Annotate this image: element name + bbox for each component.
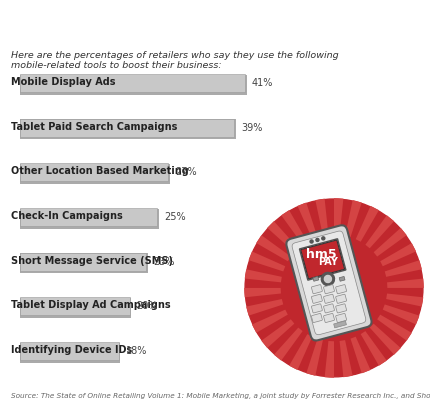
Text: Identifying Device IDs: Identifying Device IDs <box>11 345 132 355</box>
Polygon shape <box>267 221 298 252</box>
Polygon shape <box>261 319 295 348</box>
Circle shape <box>322 237 325 240</box>
Text: 18%: 18% <box>126 346 147 356</box>
FancyBboxPatch shape <box>323 285 335 294</box>
Bar <box>20 119 234 136</box>
Bar <box>20 298 131 318</box>
Polygon shape <box>315 198 329 236</box>
Polygon shape <box>252 310 288 333</box>
Polygon shape <box>325 341 334 378</box>
FancyBboxPatch shape <box>336 285 347 294</box>
Polygon shape <box>246 299 283 316</box>
FancyBboxPatch shape <box>311 294 322 303</box>
Polygon shape <box>374 228 407 257</box>
Bar <box>20 208 157 226</box>
Polygon shape <box>377 314 412 341</box>
FancyBboxPatch shape <box>336 313 347 322</box>
Bar <box>334 321 347 328</box>
Polygon shape <box>370 324 401 355</box>
Polygon shape <box>380 243 416 266</box>
FancyBboxPatch shape <box>311 285 322 294</box>
Polygon shape <box>361 331 387 366</box>
Text: MOBILE TOOLS BOOST BUSINESS: MOBILE TOOLS BOOST BUSINESS <box>11 13 344 31</box>
Text: Check-In Campaigns: Check-In Campaigns <box>11 211 123 221</box>
Polygon shape <box>249 251 285 272</box>
Bar <box>20 119 236 139</box>
Polygon shape <box>256 235 291 261</box>
FancyBboxPatch shape <box>301 240 345 279</box>
Text: Source: The State of Online Retailing Volume 1: Mobile Marketing, a joint study : Source: The State of Online Retailing Vo… <box>11 393 430 399</box>
Text: Tablet Paid Search Campaigns: Tablet Paid Search Campaigns <box>11 122 177 132</box>
Bar <box>20 164 170 184</box>
Polygon shape <box>334 198 344 235</box>
Text: hm5: hm5 <box>306 248 337 261</box>
FancyBboxPatch shape <box>311 313 322 322</box>
Polygon shape <box>306 339 323 376</box>
Circle shape <box>245 199 423 377</box>
Polygon shape <box>345 200 362 237</box>
Text: mobile-related tools to boost their business:: mobile-related tools to boost their busi… <box>11 62 221 70</box>
Text: 27%: 27% <box>175 167 197 177</box>
Text: Here are the percentages of retailers who say they use the following: Here are the percentages of retailers wh… <box>11 51 338 60</box>
FancyBboxPatch shape <box>292 231 366 335</box>
Text: Other Location Based Marketing: Other Location Based Marketing <box>11 166 188 176</box>
Text: Short Message Service (SMS): Short Message Service (SMS) <box>11 256 173 266</box>
Bar <box>20 208 159 229</box>
FancyBboxPatch shape <box>336 304 347 313</box>
Bar <box>20 163 169 181</box>
FancyBboxPatch shape <box>323 313 335 322</box>
Circle shape <box>316 238 319 241</box>
Text: 25%: 25% <box>164 212 186 222</box>
Polygon shape <box>385 260 422 277</box>
Polygon shape <box>366 215 394 248</box>
Bar <box>20 74 246 92</box>
Bar <box>20 297 130 315</box>
Polygon shape <box>386 294 423 307</box>
Bar <box>20 342 120 363</box>
Polygon shape <box>387 279 424 288</box>
Text: Mobile Display Ads: Mobile Display Ads <box>11 77 115 87</box>
Text: 23%: 23% <box>153 257 175 267</box>
FancyBboxPatch shape <box>286 225 372 341</box>
Bar <box>20 253 148 273</box>
Text: 39%: 39% <box>241 123 262 133</box>
Polygon shape <box>244 288 281 297</box>
FancyBboxPatch shape <box>336 294 347 303</box>
FancyBboxPatch shape <box>323 304 335 313</box>
Bar <box>20 342 119 360</box>
Bar <box>313 276 319 281</box>
Text: Tablet Display Ad Campaigns: Tablet Display Ad Campaigns <box>11 300 170 310</box>
Bar <box>20 74 247 95</box>
Polygon shape <box>383 305 419 324</box>
Circle shape <box>324 275 332 282</box>
Circle shape <box>321 272 335 285</box>
FancyBboxPatch shape <box>311 304 322 313</box>
Polygon shape <box>340 340 353 377</box>
Text: 20%: 20% <box>137 301 158 311</box>
Circle shape <box>310 240 313 243</box>
Text: 41%: 41% <box>252 78 273 88</box>
Polygon shape <box>274 327 303 361</box>
Polygon shape <box>281 210 307 245</box>
Polygon shape <box>356 206 379 242</box>
FancyBboxPatch shape <box>323 294 335 303</box>
Bar <box>20 253 147 270</box>
Bar <box>339 276 345 281</box>
Polygon shape <box>289 334 312 370</box>
Polygon shape <box>350 337 371 373</box>
Text: PAY: PAY <box>318 258 338 267</box>
Polygon shape <box>298 203 317 239</box>
Polygon shape <box>245 269 282 282</box>
